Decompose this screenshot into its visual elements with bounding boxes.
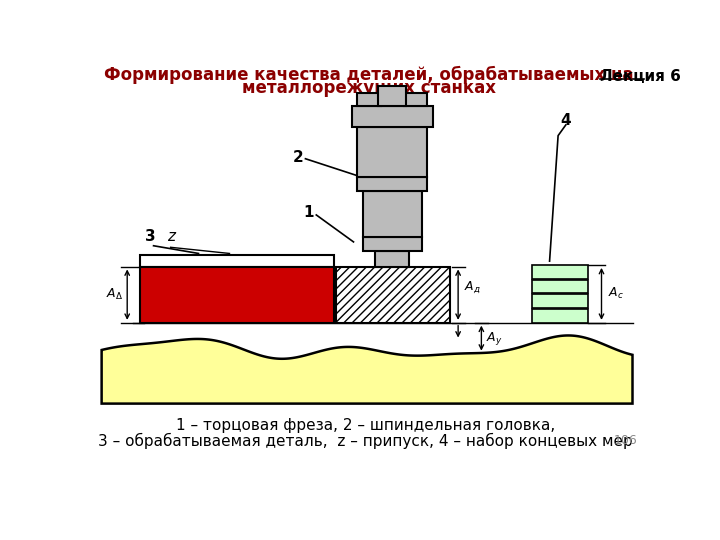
Text: z: z [168,229,176,244]
Text: $A_\Delta$: $A_\Delta$ [107,287,123,302]
Bar [532,294,588,308]
Bar [404,93,427,106]
Bar [357,93,381,106]
Bar [336,267,451,323]
Bar [532,265,588,279]
Bar [363,237,422,251]
Text: $A_у$: $A_у$ [486,329,503,347]
Polygon shape [102,335,632,403]
Bar [140,267,334,323]
Text: Лекция 6: Лекция 6 [600,70,681,84]
Bar [375,251,409,267]
Bar [140,255,334,267]
Bar [363,191,422,237]
Text: 1 – торцовая фреза, 2 – шпиндельная головка,: 1 – торцовая фреза, 2 – шпиндельная голо… [176,417,554,433]
Text: Формирование качества деталей, обрабатываемых на: Формирование качества деталей, обрабатыв… [104,66,634,84]
Text: 106: 106 [613,434,637,447]
Bar [532,309,588,323]
Bar [357,177,427,191]
Text: $A_с$: $A_с$ [608,286,624,301]
Text: $A_д$: $A_д$ [464,279,481,295]
Text: металлорежущих станках: металлорежущих станках [242,79,496,97]
Text: 1: 1 [303,205,314,220]
Bar [532,280,588,294]
Text: 4: 4 [561,113,571,128]
Bar [357,127,427,177]
Text: 3 – обрабатываемая деталь,  z – припуск, 4 – набор концевых мер: 3 – обрабатываемая деталь, z – припуск, … [98,433,632,449]
Bar [378,85,406,106]
Text: 3: 3 [145,229,156,244]
Bar [352,106,433,127]
Text: 2: 2 [292,150,303,165]
